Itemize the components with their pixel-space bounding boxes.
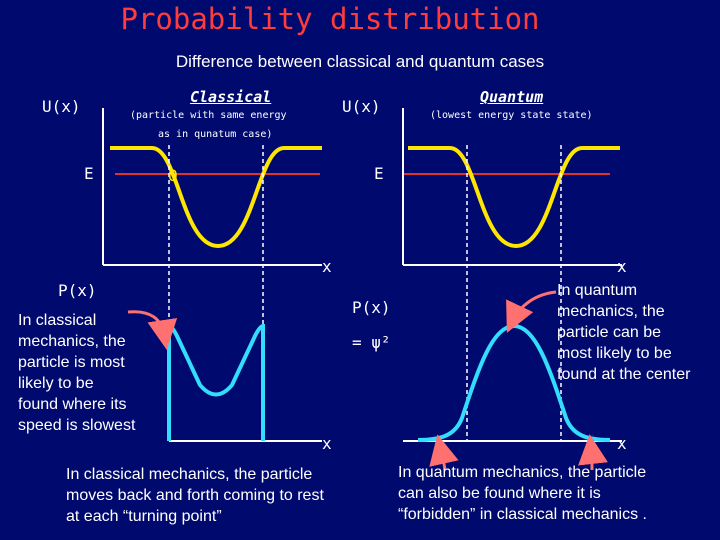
classical-e-label: E	[84, 164, 94, 183]
quantum-heading: Quantum	[480, 88, 544, 106]
quantum-e-label: E	[374, 164, 384, 183]
classical-heading: Classical	[190, 88, 272, 106]
classical-explanation-line: mechanics, the	[18, 333, 126, 350]
forbidden-arrow-right	[578, 434, 608, 471]
classical-explanation-line: found where its	[18, 396, 127, 413]
classical-explanation-line: speed is slowest	[18, 417, 136, 434]
quantum-explanation-line: particle can be	[557, 324, 662, 341]
classical-note-line1: (particle with same energy	[130, 110, 287, 121]
classical-explanation: In classical mechanics, the particle is …	[18, 310, 168, 436]
classical-p-label: P(x)	[58, 281, 97, 300]
quantum-psi-label: = ψ²	[352, 333, 391, 352]
classical-caption-line: at each “turning point”	[66, 508, 222, 525]
classical-point-label: O	[168, 166, 178, 185]
page-title: Probability distribution	[120, 2, 540, 36]
classical-caption-line: moves back and forth coming to rest	[66, 487, 324, 504]
quantum-potential-curve	[408, 146, 620, 249]
classical-potential-curve	[110, 146, 322, 249]
quantum-caption-line: can also be found where it is	[398, 485, 601, 502]
quantum-explanation-line: In quantum	[557, 282, 638, 299]
quantum-x-mark-top: x	[617, 257, 627, 276]
forbidden-arrow-left	[429, 434, 459, 471]
classical-x-mark-top: x	[322, 257, 332, 276]
quantum-x-mark-bottom: x	[617, 434, 627, 453]
quantum-arrow	[506, 290, 557, 333]
classical-caption: In classical mechanics, the particle mov…	[66, 464, 396, 527]
quantum-explanation-line: most likely to be	[557, 345, 672, 362]
classical-explanation-line: In classical	[18, 312, 97, 329]
quantum-explanation-line: mechanics, the	[557, 303, 665, 320]
quantum-explanation: In quantum mechanics, the particle can b…	[557, 280, 719, 385]
quantum-caption: In quantum mechanics, the particle can a…	[398, 462, 720, 525]
page-subtitle: Difference between classical and quantum…	[175, 52, 545, 71]
quantum-note: (lowest energy state state)	[430, 110, 593, 121]
classical-caption-line: In classical mechanics, the particle	[66, 466, 313, 483]
quantum-explanation-line: found at the center	[557, 366, 691, 383]
classical-note-line2: as in qunatum case)	[158, 129, 273, 140]
classical-explanation-line: particle is most	[18, 354, 125, 371]
classical-u-label: U(x)	[42, 97, 81, 116]
classical-arrow	[127, 310, 178, 350]
quantum-caption-line: “forbidden” in classical mechanics .	[398, 506, 647, 523]
classical-probability-curve	[167, 323, 265, 441]
quantum-u-label: U(x)	[342, 97, 381, 116]
classical-x-mark-bottom: x	[322, 434, 332, 453]
classical-explanation-line: likely to be	[18, 375, 94, 392]
quantum-caption-line: In quantum mechanics, the particle	[398, 464, 647, 481]
quantum-p-label: P(x)	[352, 298, 391, 317]
